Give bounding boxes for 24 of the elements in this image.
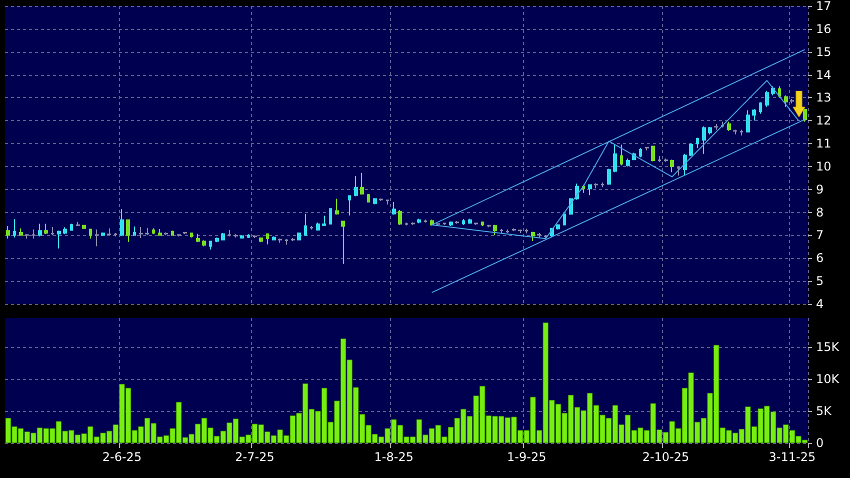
y-tick-label: 14 <box>816 68 832 82</box>
x-tick-label: 1-9-25 <box>507 450 546 464</box>
y-tick-label: 13 <box>816 90 832 105</box>
x-tick-label: 1-8-25 <box>374 450 414 464</box>
y-tick-label: 4 <box>816 297 824 311</box>
y-tick-label: 11 <box>816 136 832 151</box>
y-tick-label: 5K <box>816 404 833 418</box>
y-tick-label: 6 <box>816 251 824 266</box>
y-tick-label: 8 <box>816 205 824 220</box>
y-tick-label: 9 <box>816 182 824 196</box>
y-tick-label: 10 <box>816 159 832 174</box>
x-tick-label: 2-6-25 <box>102 450 142 464</box>
x-tick-label: 2-7-25 <box>235 450 274 464</box>
y-tick-label: 17 <box>816 0 832 13</box>
y-tick-label: 15 <box>816 44 832 59</box>
y-tick-label: 5 <box>816 274 824 288</box>
x-tick-label: 2-10-25 <box>642 450 690 464</box>
y-tick-label: 0 <box>816 436 824 450</box>
y-tick-label: 12 <box>816 114 832 128</box>
x-tick-label: 3-11-25 <box>768 450 816 464</box>
y-tick-label: 10K <box>816 372 840 386</box>
y-tick-label: 7 <box>816 228 824 242</box>
y-tick-label: 15K <box>816 340 840 354</box>
y-tick-label: 16 <box>816 22 832 36</box>
